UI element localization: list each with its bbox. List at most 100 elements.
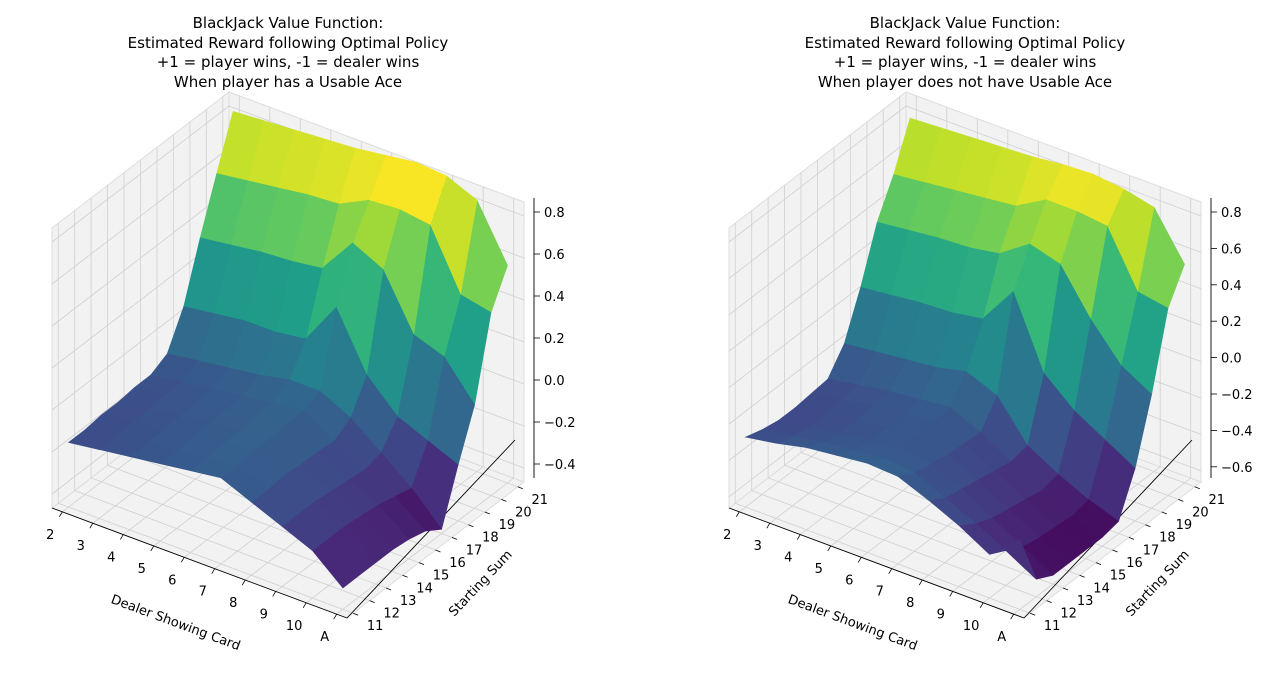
x-tick-mark [918, 579, 923, 586]
right-chart-title: BlackJack Value Function: Estimated Rewa… [765, 14, 1165, 92]
y-tick-label: 15 [1110, 569, 1127, 584]
y-tick-mark [1095, 562, 1102, 566]
x-gridline [1013, 198, 1192, 615]
z-tick-label: 0.8 [1221, 206, 1242, 221]
x-tick-mark [180, 557, 185, 563]
y-tick-label: 16 [1126, 556, 1143, 571]
y-tick-label: 12 [383, 607, 400, 622]
surface-patch [744, 429, 794, 444]
y-tick-mark [435, 549, 441, 553]
x-tick-label: 4 [107, 551, 115, 566]
y-tick-label: 17 [1143, 543, 1160, 558]
x-tick-mark [796, 534, 801, 540]
y-tick-mark [468, 524, 474, 528]
right-title-line-1: BlackJack Value Function: [869, 14, 1061, 32]
y-tick-label: 11 [367, 619, 384, 634]
x-tick-mark [150, 545, 155, 552]
y-tick-label: 12 [1060, 607, 1077, 622]
z-tick-label: −0.4 [1221, 424, 1253, 439]
x-axis-line [51, 507, 348, 619]
z-tick-label: 0.8 [544, 206, 565, 221]
left-title-line-2: Estimated Reward following Optimal Polic… [127, 33, 449, 52]
y-gridline [751, 210, 1047, 601]
x-tick-mark [89, 523, 94, 529]
y-tick-label: 18 [482, 531, 499, 546]
y-tick-label: 16 [449, 556, 466, 571]
x-tick-label: 8 [906, 596, 914, 611]
x-tick-label: A [997, 630, 1006, 645]
x-tick-mark [827, 545, 832, 552]
y-tick-mark [451, 536, 458, 540]
y-tick-mark [369, 600, 375, 603]
surface-patch [67, 429, 117, 450]
z-tick-label: 0.6 [1221, 242, 1242, 257]
x-tick-mark [211, 568, 216, 574]
x-tick-mark [241, 579, 246, 586]
x-tick-mark [1010, 613, 1015, 620]
y-tick-label: 18 [1159, 531, 1176, 546]
x-tick-mark [58, 511, 63, 518]
surface [744, 117, 1185, 580]
y-gridline [90, 197, 387, 589]
x-tick-mark [333, 613, 338, 620]
y-tick-mark [1145, 524, 1151, 528]
y-tick-label: 13 [400, 594, 417, 609]
x-axis-line [728, 507, 1025, 619]
y-tick-mark [418, 562, 425, 566]
y-gridline [74, 210, 370, 601]
x-tick-label: 2 [723, 528, 731, 543]
x-tick-mark [119, 534, 124, 540]
y-tick-label: 20 [515, 505, 532, 520]
x-gridline [336, 198, 515, 615]
x-tick-mark [766, 523, 771, 529]
y-tick-label: 17 [466, 543, 483, 558]
x-tick-label: A [320, 630, 329, 645]
y-tick-mark [1062, 587, 1069, 591]
left-title-line-4: When player has a Usable Ace [173, 72, 403, 91]
left-title-line-1: BlackJack Value Function: [192, 14, 384, 32]
right-title-line-4: When player does not have Usable Ace [817, 72, 1113, 91]
x-tick-label: 2 [46, 528, 54, 543]
y-tick-mark [1046, 600, 1052, 603]
x-tick-label: 10 [963, 619, 980, 634]
y-tick-mark [1030, 612, 1036, 616]
y-tick-label: 19 [1176, 518, 1193, 533]
y-tick-mark [501, 499, 507, 502]
x-tick-label: 4 [784, 551, 792, 566]
y-tick-mark [1178, 499, 1184, 502]
z-tick-label: 0.6 [544, 248, 565, 263]
y-tick-label: 15 [433, 569, 450, 584]
y-tick-mark [1079, 574, 1085, 578]
y-gridline [767, 197, 1064, 589]
z-tick-label: 0.0 [1221, 352, 1242, 367]
y-tick-label: 14 [416, 581, 433, 596]
x-tick-label: 5 [138, 562, 146, 577]
y-tick-mark [1112, 549, 1118, 553]
x-tick-label: 6 [845, 573, 853, 588]
x-tick-mark [888, 568, 893, 574]
y-tick-mark [1128, 536, 1135, 540]
y-tick-mark [484, 511, 491, 515]
x-tick-mark [857, 557, 862, 563]
y-tick-label: 13 [1077, 594, 1094, 609]
y-tick-mark [1161, 511, 1168, 515]
right-title-line-3: +1 = player wins, -1 = dealer wins [833, 53, 1097, 71]
y-tick-label: 20 [1192, 505, 1209, 520]
y-tick-label: 21 [1209, 493, 1226, 508]
y-tick-mark [402, 574, 408, 578]
y-tick-label: 21 [532, 493, 549, 508]
x-tick-label: 3 [77, 539, 85, 554]
surface [67, 111, 508, 589]
x-tick-label: 10 [286, 619, 303, 634]
left-title-line-3: +1 = player wins, -1 = dealer wins [156, 53, 420, 71]
y-tick-mark [353, 612, 359, 616]
x-axis-label: Dealer Showing Card [786, 592, 919, 654]
z-tick-label: 0.0 [544, 374, 565, 389]
z-tick-label: 0.4 [544, 290, 565, 305]
left-chart-title: BlackJack Value Function: Estimated Rewa… [88, 14, 488, 92]
y-tick-mark [1194, 486, 1200, 490]
z-tick-label: 0.2 [544, 332, 565, 347]
